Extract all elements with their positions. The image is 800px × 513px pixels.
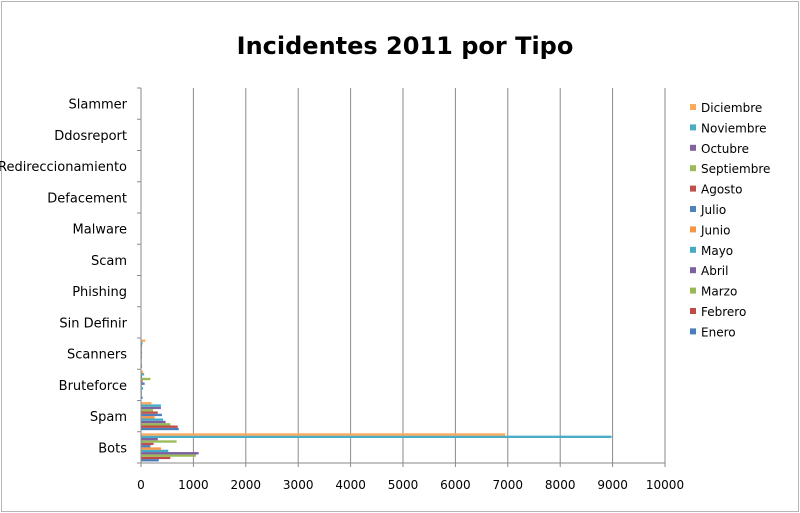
- legend-label: Abril: [701, 264, 728, 278]
- bar: [141, 440, 177, 443]
- category-labels: Bots Spam Bruteforce Scanners Sin Definir Phi…: [0, 98, 128, 457]
- bar: [141, 387, 144, 390]
- legend-swatch: [690, 185, 696, 192]
- bar: [141, 449, 169, 453]
- bar: [141, 355, 143, 359]
- category-label: Bruteforce: [59, 379, 127, 394]
- bar: [141, 425, 178, 428]
- bar: [141, 435, 612, 438]
- x-tick-label: 1000: [178, 478, 209, 492]
- legend-label: Septiembre: [701, 162, 770, 176]
- bar: [141, 420, 166, 424]
- legend-label: Octubre: [701, 142, 749, 156]
- bar: [141, 404, 161, 407]
- x-tick-label: 7000: [493, 478, 524, 492]
- legend-label: Junio: [700, 223, 730, 237]
- category-label: Spam: [90, 410, 127, 425]
- category-label: Bots: [98, 441, 127, 456]
- category-label: Redireccionamiento: [0, 160, 127, 175]
- bar: [141, 377, 151, 381]
- category-label: Ddosreport: [54, 129, 127, 144]
- legend-label: Diciembre: [701, 101, 762, 115]
- bar: [141, 384, 143, 388]
- x-tick-labels: 0 1000 2000 3000 4000 5000 6000 7000 8000 9000 100…: [137, 478, 684, 492]
- category-label: Malware: [73, 223, 127, 238]
- bar: [141, 391, 143, 395]
- bar: [141, 416, 155, 419]
- bar: [141, 351, 143, 354]
- bar: [141, 411, 158, 414]
- legend-label: Noviembre: [701, 121, 767, 135]
- chart-title: Incidentes 2011 por Tipo: [237, 32, 574, 60]
- bar: [141, 402, 152, 405]
- x-tick-label: 0: [137, 478, 145, 492]
- bar: [141, 406, 161, 410]
- x-tick-label: 3000: [283, 478, 314, 492]
- category-label: Scam: [91, 254, 127, 269]
- category-label: Sin Definir: [59, 316, 127, 331]
- bars: [141, 339, 612, 462]
- bar: [141, 427, 179, 431]
- bar: [141, 409, 154, 412]
- legend-label: Enero: [701, 325, 736, 339]
- bar: [141, 413, 162, 417]
- legend-swatch: [690, 246, 696, 253]
- legend-swatch: [690, 287, 696, 294]
- legend-swatch: [690, 226, 696, 233]
- legend-swatch: [690, 144, 696, 151]
- legend-swatch: [690, 308, 696, 314]
- legend-label: Agosto: [701, 183, 742, 197]
- x-tick-label: 4000: [335, 478, 366, 492]
- x-tick-label: 9000: [597, 478, 628, 492]
- x-tick-label: 2000: [231, 478, 262, 492]
- bar: [141, 456, 171, 460]
- bar: [141, 380, 143, 383]
- bar: [141, 433, 506, 436]
- bar: [141, 423, 171, 426]
- bar: [141, 373, 145, 376]
- bar: [141, 459, 159, 462]
- gridlines: [192, 88, 666, 463]
- legend-swatch: [690, 165, 696, 172]
- bar: [141, 375, 143, 378]
- bar: [141, 339, 146, 342]
- legend-swatch: [690, 124, 696, 131]
- x-tick-label: 10000: [646, 478, 684, 492]
- bar: [141, 344, 143, 347]
- legend-label: Febrero: [701, 305, 746, 319]
- bar: [141, 454, 197, 457]
- category-label: Phishing: [72, 285, 127, 300]
- bar: [141, 418, 164, 421]
- category-label: Scanners: [67, 348, 127, 363]
- bar: [141, 442, 154, 446]
- axes: [137, 87, 666, 467]
- x-tick-label: 5000: [388, 478, 419, 492]
- bar: [141, 382, 145, 385]
- bar: [141, 445, 151, 448]
- bar: [141, 447, 161, 450]
- bar: [141, 353, 143, 356]
- legend-swatch: [690, 267, 696, 274]
- legend-swatch: [690, 328, 696, 335]
- category-label: Defacement: [47, 191, 127, 206]
- bar: [141, 370, 144, 374]
- bar: [141, 365, 143, 368]
- legend-label: Marzo: [701, 285, 737, 299]
- legend-swatch: [690, 104, 696, 110]
- bar: [141, 452, 199, 455]
- x-tick-label: 8000: [545, 478, 576, 492]
- bar: [141, 346, 143, 349]
- legend-swatch: [690, 206, 696, 212]
- legend: Diciembre Noviembre Octubre Septiembre Agost…: [690, 101, 770, 339]
- category-label: Slammer: [69, 98, 128, 113]
- x-tick-label: 6000: [440, 478, 471, 492]
- bar: [141, 438, 158, 441]
- bar: [141, 341, 143, 345]
- legend-label: Mayo: [701, 244, 733, 258]
- legend-label: Julio: [700, 203, 726, 217]
- bar: [141, 396, 143, 399]
